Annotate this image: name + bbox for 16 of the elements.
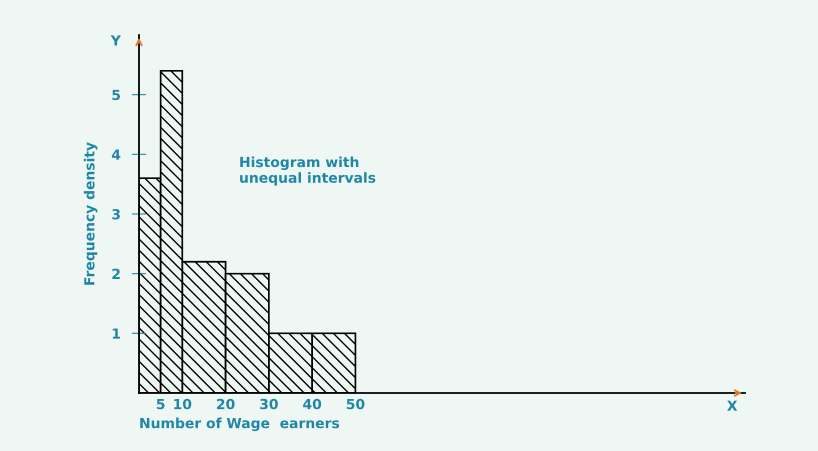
text: X bbox=[727, 400, 738, 411]
y-tick-label: 3 bbox=[112, 208, 120, 220]
y-tick-label: 2 bbox=[112, 268, 120, 279]
text: Y bbox=[110, 35, 121, 46]
x-tick-label: 20 bbox=[217, 398, 235, 410]
x-tick-label: 40 bbox=[303, 398, 322, 410]
x-tick-label: 50 bbox=[346, 398, 364, 410]
x-axis-title: Number of Wage earners bbox=[140, 418, 340, 432]
y-tick-label: 1 bbox=[112, 328, 120, 339]
x-tick-label: 30 bbox=[260, 398, 278, 410]
x-tick-label: 10 bbox=[174, 398, 192, 410]
y-axis-title: Frequency density bbox=[84, 142, 98, 285]
y-tick-label: 4 bbox=[112, 149, 120, 160]
y-tick-label: 5 bbox=[112, 90, 120, 100]
annotation: Histogram with unequal intervals bbox=[240, 156, 376, 186]
x-tick-label: 5 bbox=[156, 398, 165, 410]
